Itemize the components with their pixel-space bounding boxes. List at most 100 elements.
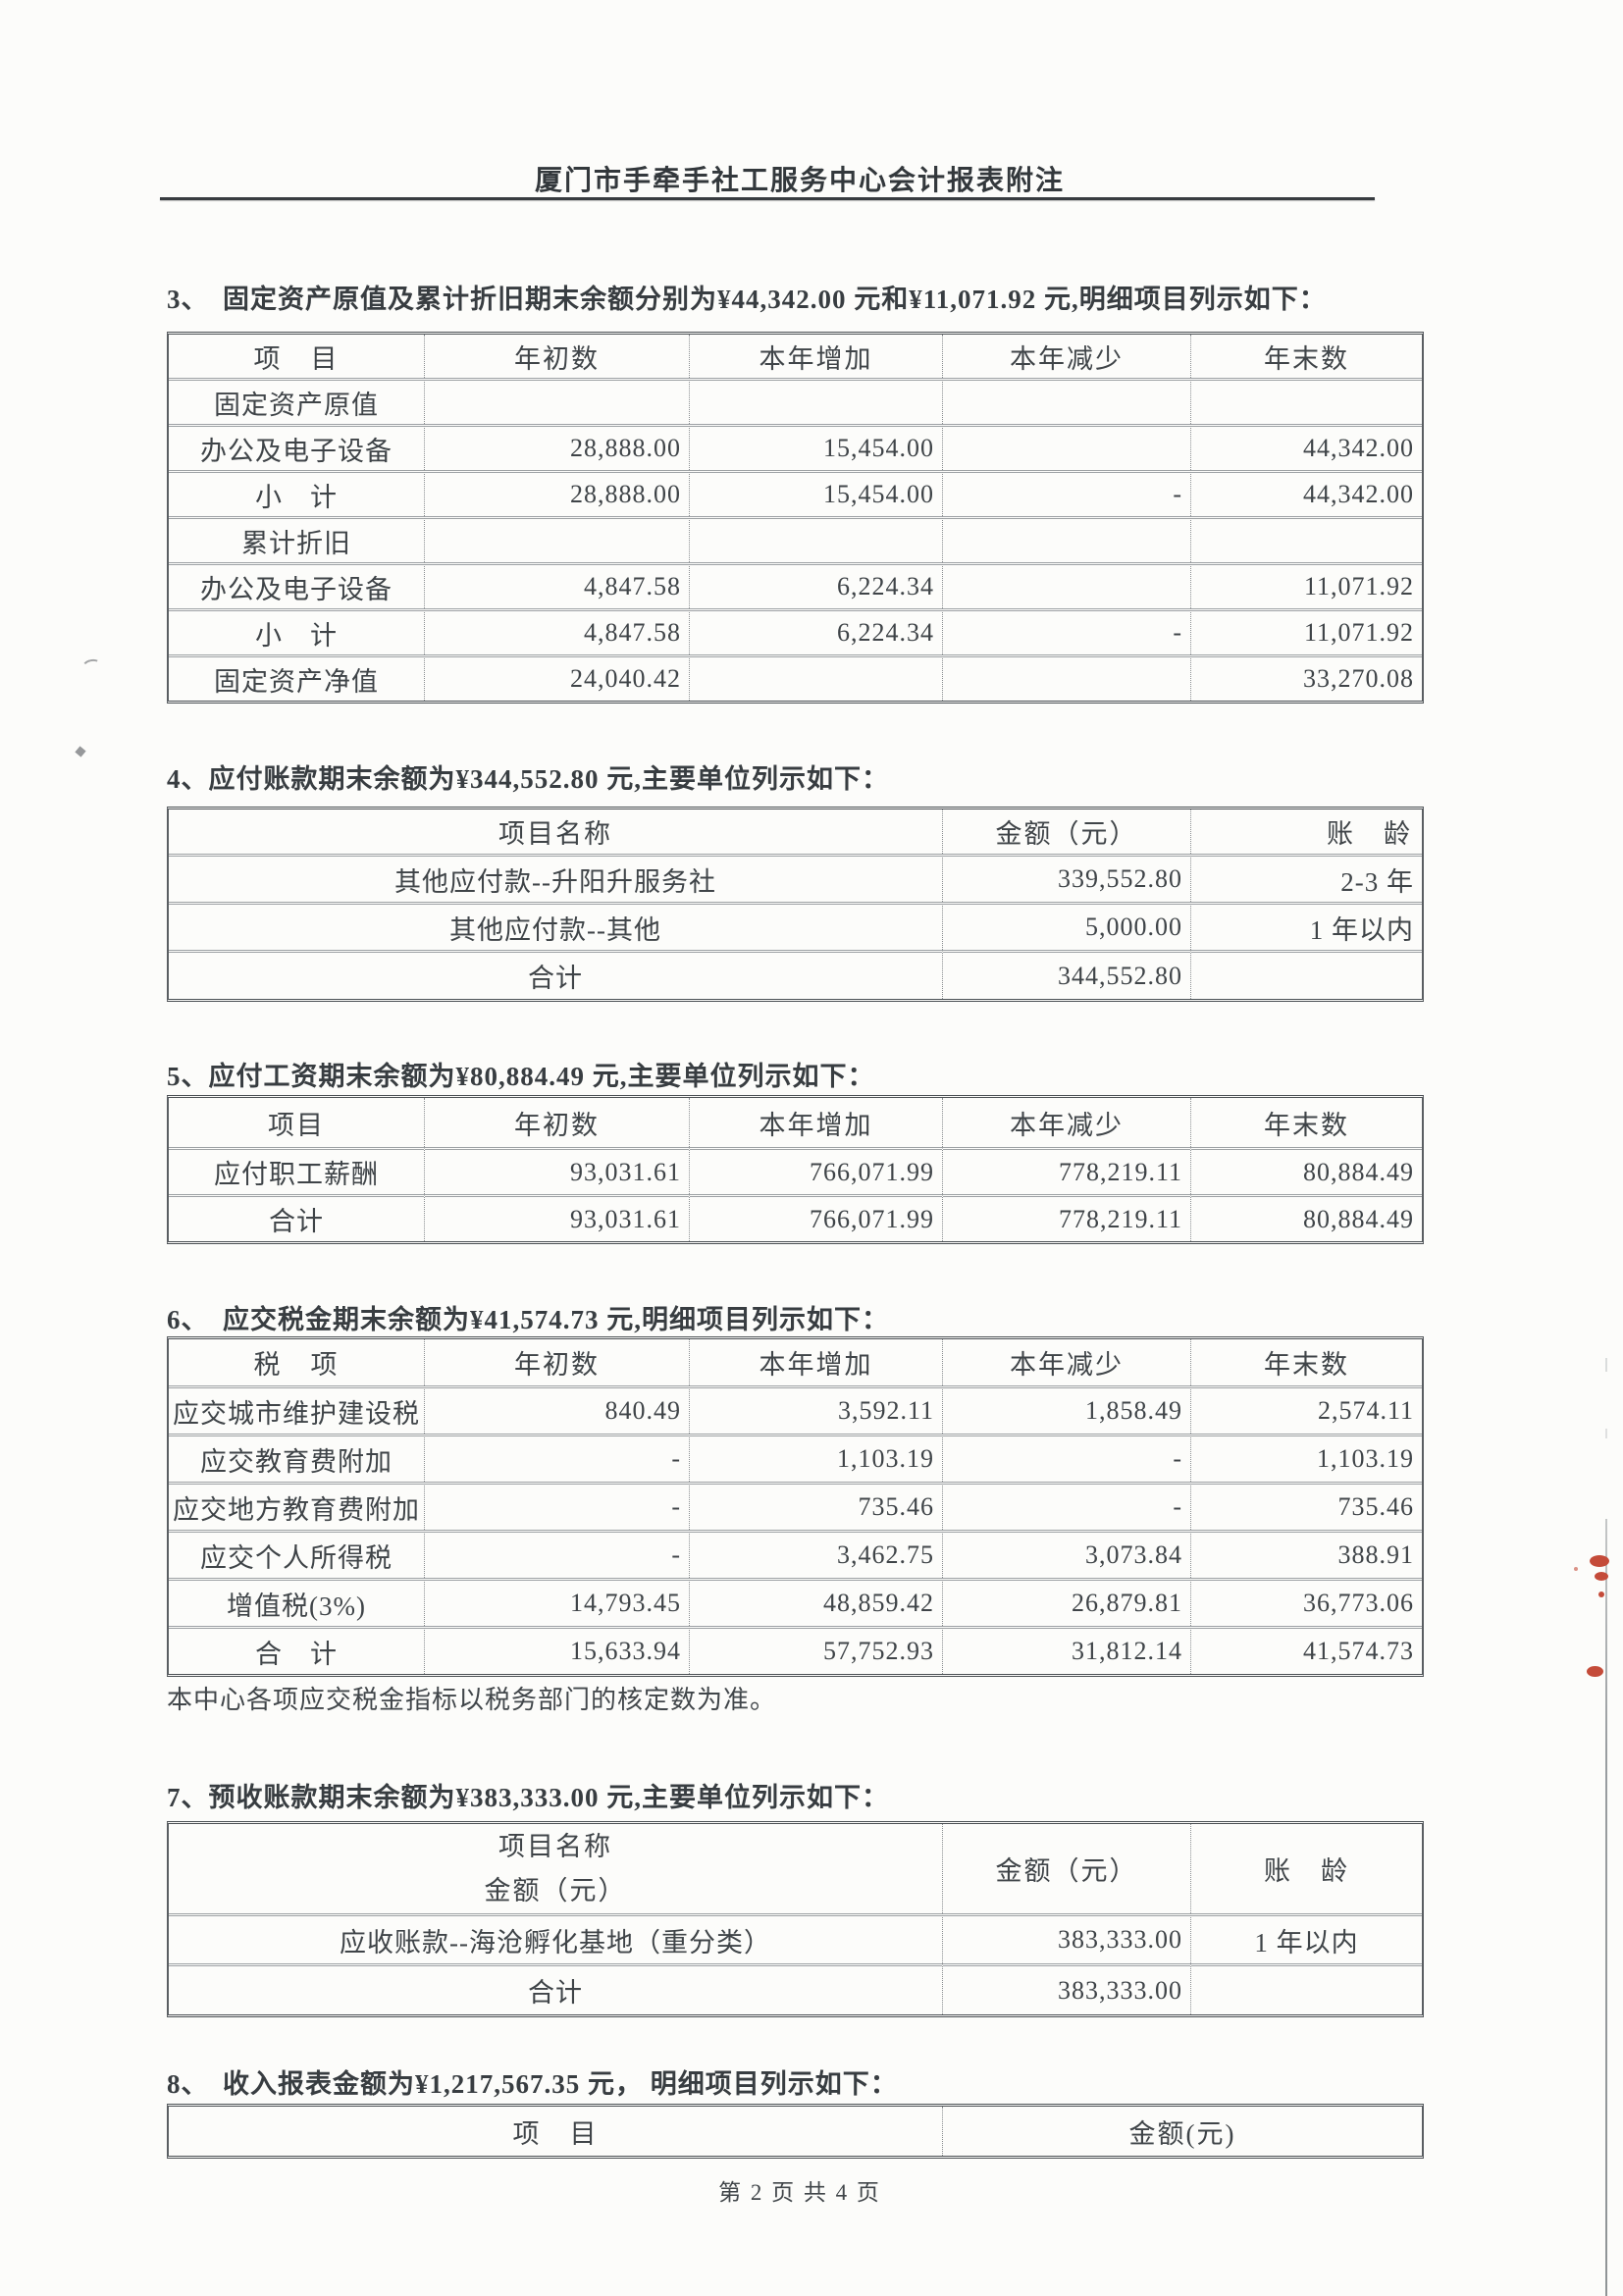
table-cell — [689, 516, 942, 562]
header-cell: 年初数 — [424, 1339, 689, 1385]
table-cell: - — [424, 1482, 689, 1530]
header-cell: 本年增加 — [689, 335, 942, 378]
table-cell: 其他应付款--升阳升服务社 — [169, 854, 942, 902]
table-cell — [942, 562, 1190, 608]
table-cell: 41,574.73 — [1190, 1626, 1422, 1674]
table-cell — [689, 654, 942, 701]
table-advance-receipts: 项目名称 金额（元） 金额（元） 账 龄 应收账款--海沧孵化基地（重分类） 3… — [167, 1821, 1424, 2017]
table-cell: 383,333.00 — [942, 1963, 1190, 2014]
table-cell — [1190, 1963, 1422, 2014]
table-cell: 44,342.00 — [1190, 424, 1422, 470]
table-cell — [1190, 378, 1422, 424]
header-cell: 年初数 — [424, 1098, 689, 1147]
table-cell: 840.49 — [424, 1385, 689, 1434]
table-cell — [942, 654, 1190, 701]
header-cell: 本年减少 — [942, 1339, 1190, 1385]
table-cell: - — [942, 1482, 1190, 1530]
scan-artifact-red-mark — [1587, 1666, 1603, 1677]
header-cell: 本年减少 — [942, 335, 1190, 378]
table-cell: 80,884.49 — [1190, 1147, 1422, 1194]
page-title: 厦门市手牵手社工服务中心会计报表附注 — [534, 166, 1065, 196]
table-cell: 31,812.14 — [942, 1626, 1190, 1674]
table-payroll: 项目 年初数 本年增加 本年减少 年末数 应付职工薪酬 93,031.61 76… — [167, 1095, 1424, 1244]
scan-artifact-red-mark — [1598, 1592, 1604, 1597]
table-cell: 1,858.49 — [942, 1385, 1190, 1434]
header-cell: 金额（元） — [942, 809, 1190, 854]
table-cell: 累计折旧 — [169, 516, 424, 562]
table-cell: 28,888.00 — [424, 470, 689, 516]
table-cell — [424, 378, 689, 424]
header-cell: 金额（元） — [942, 1824, 1190, 1913]
section-8-heading: 8、 收入报表金额为¥1,217,567.35 元， 明细项目列示如下： — [167, 2069, 898, 2099]
table-cell: 735.46 — [689, 1482, 942, 1530]
table-cell: - — [942, 608, 1190, 654]
table-cell: 合 计 — [169, 1626, 424, 1674]
table-cell: 15,454.00 — [689, 470, 942, 516]
table-cell: 4,847.58 — [424, 608, 689, 654]
table-cell: 办公及电子设备 — [169, 424, 424, 470]
scan-artifact-red-mark — [1590, 1555, 1609, 1567]
table-cell: 4,847.58 — [424, 562, 689, 608]
table-cell: 1,103.19 — [1190, 1434, 1422, 1482]
page-footer: 第 2 页 共 4 页 — [718, 2180, 881, 2205]
table-cell — [1190, 516, 1422, 562]
table-cell: 766,071.99 — [689, 1147, 942, 1194]
table-cell: 11,071.92 — [1190, 608, 1422, 654]
table-cell: 办公及电子设备 — [169, 562, 424, 608]
table-cell: 合计 — [169, 1963, 942, 2014]
table-cell: 6,224.34 — [689, 562, 942, 608]
table-cell: 小 计 — [169, 470, 424, 516]
table-cell: 93,031.61 — [424, 1147, 689, 1194]
scan-artifact-line — [1605, 1358, 1607, 1372]
table-cell: 应交城市维护建设税 — [169, 1385, 424, 1434]
table-cell: 33,270.08 — [1190, 654, 1422, 701]
table-cell — [424, 516, 689, 562]
table-cell: - — [942, 470, 1190, 516]
header-cell: 金额(元) — [942, 2107, 1422, 2156]
table-cell: 388.91 — [1190, 1530, 1422, 1578]
table-cell: 1 年以内 — [1190, 902, 1422, 950]
table-cell: 3,592.11 — [689, 1385, 942, 1434]
table-cell: 735.46 — [1190, 1482, 1422, 1530]
table-cell: 339,552.80 — [942, 854, 1190, 902]
table-cell: 766,071.99 — [689, 1194, 942, 1241]
table-cell: 应收账款--海沧孵化基地（重分类） — [169, 1913, 942, 1963]
table-cell — [942, 424, 1190, 470]
table-cell: 小 计 — [169, 608, 424, 654]
scan-artifact-smudge — [80, 657, 103, 674]
header-cell: 年末数 — [1190, 1339, 1422, 1385]
section-5-heading: 5、应付工资期末余额为¥80,884.49 元,主要单位列示如下： — [167, 1062, 875, 1091]
header-cell: 年初数 — [424, 335, 689, 378]
table-cell — [689, 378, 942, 424]
table-cell: 固定资产原值 — [169, 378, 424, 424]
table-cell: 合计 — [169, 1194, 424, 1241]
tax-note-text: 本中心各项应交税金指标以税务部门的核定数为准。 — [167, 1686, 777, 1714]
table-accounts-payable: 项目名称 金额（元） 账 龄 其他应付款--升阳升服务社 339,552.80 … — [167, 807, 1424, 1002]
table-cell: - — [942, 1434, 1190, 1482]
header-cell: 项 目 — [253, 343, 340, 374]
header-cell: 本年增加 — [689, 1098, 942, 1147]
table-cell: 344,552.80 — [942, 950, 1190, 999]
table-cell: 3,462.75 — [689, 1530, 942, 1578]
table-cell: 3,073.84 — [942, 1530, 1190, 1578]
table-cell: 固定资产净值 — [169, 654, 424, 701]
table-cell: 778,219.11 — [942, 1194, 1190, 1241]
table-cell: 6,224.34 — [689, 608, 942, 654]
header-cell: 年末数 — [1190, 335, 1422, 378]
table-cell: 11,071.92 — [1190, 562, 1422, 608]
table-cell: 2-3 年 — [1190, 854, 1422, 902]
section-4-heading: 4、应付账款期末余额为¥344,552.80 元,主要单位列示如下： — [167, 764, 889, 794]
table-revenue: 项 目 金额(元) — [167, 2104, 1424, 2159]
header-cell: 项 目 — [512, 2118, 599, 2149]
table-cell: 合计 — [169, 950, 942, 999]
table-cell — [942, 378, 1190, 424]
table-cell: 24,040.42 — [424, 654, 689, 701]
section-7-heading: 7、预收账款期末余额为¥383,333.00 元,主要单位列示如下： — [167, 1783, 889, 1812]
table-cell: 应交地方教育费附加 — [169, 1482, 424, 1530]
table-cell: 26,879.81 — [942, 1578, 1190, 1626]
header-cell: 项目名称 金额（元） — [484, 1831, 627, 1905]
table-cell — [942, 516, 1190, 562]
scan-artifact-line — [1605, 1429, 1607, 1438]
header-cell: 项目名称 — [498, 819, 612, 849]
